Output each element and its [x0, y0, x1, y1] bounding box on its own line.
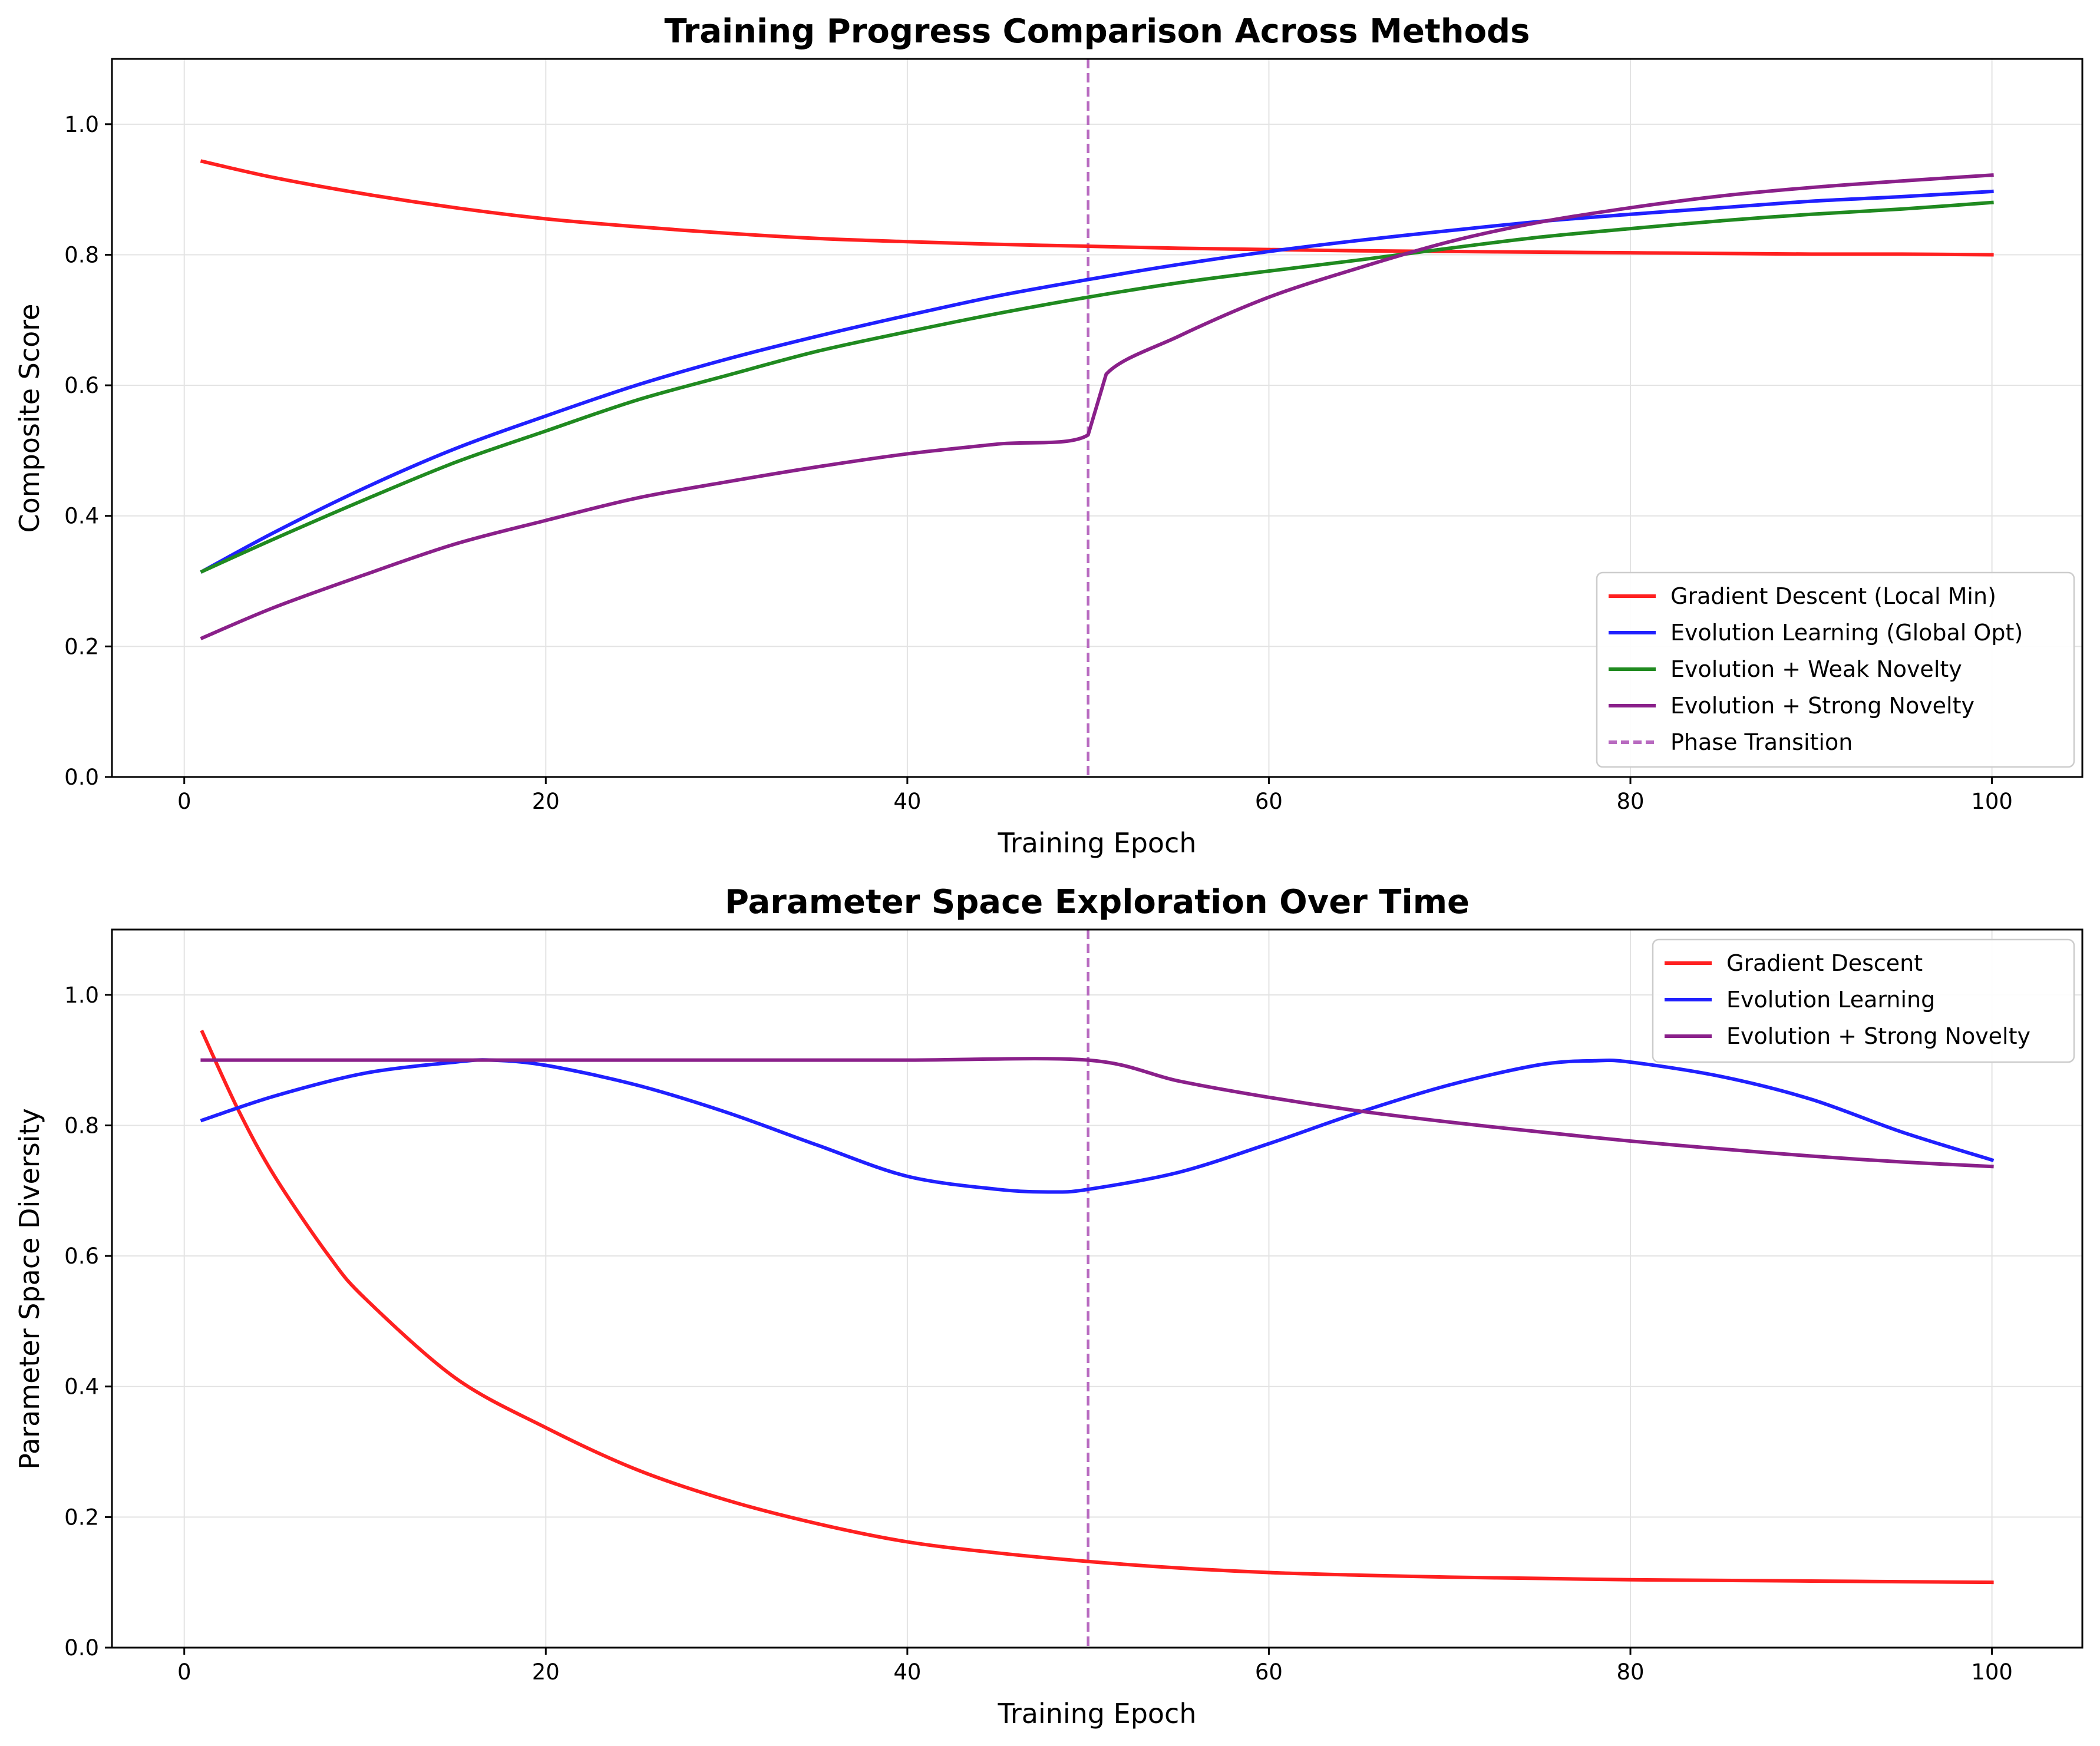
legend-entry-label: Evolution + Strong Novelty — [1670, 693, 1974, 719]
series-line-evolution-weak-novelty — [200, 200, 1994, 574]
plot-frame — [111, 58, 2084, 778]
y-tick-label: 0.8 — [64, 1113, 99, 1138]
legend-entry-label: Evolution Learning (Global Opt) — [1670, 620, 2023, 646]
x-tick-label: 100 — [1971, 789, 2013, 814]
y-ticks: 0.0 0.2 0.4 0.6 0.8 1.0 — [64, 112, 112, 790]
y-tick-label: 1.0 — [64, 983, 99, 1008]
y-tick-label: 0.0 — [64, 765, 99, 790]
x-tick-label: 0 — [177, 789, 191, 814]
y-tick-label: 0.6 — [64, 373, 99, 398]
plot-frame — [111, 928, 2084, 1649]
y-tick-label: 0.4 — [64, 504, 99, 529]
x-ticks: 0 20 40 60 80 100 — [177, 1648, 2013, 1685]
legend-box — [1652, 938, 2075, 1063]
legend: Gradient Descent Evolution Learning Evolut… — [1652, 938, 2075, 1063]
series-line-gradient-descent — [200, 1029, 1994, 1585]
legend-entry-label: Phase Transition — [1670, 729, 1853, 755]
y-tick-label: 0.2 — [64, 1504, 99, 1530]
x-tick-label: 60 — [1255, 1659, 1283, 1685]
series-line-evolution-strong-novelty — [200, 1057, 1994, 1169]
series-line-evolution-learning-global-opt — [200, 189, 1994, 574]
x-axis-label: Training Epoch — [998, 1698, 1197, 1730]
chart-parameter-space: Parameter Space Exploration Over Time 0 2… — [14, 883, 2084, 1730]
y-tick-label: 0.0 — [64, 1635, 99, 1661]
legend-entry-label: Gradient Descent (Local Min) — [1670, 583, 1996, 609]
legend-entry-label: Gradient Descent — [1726, 950, 1923, 976]
legend-box — [1596, 571, 2075, 768]
y-tick-label: 0.2 — [64, 634, 99, 659]
y-tick-label: 0.6 — [64, 1244, 99, 1269]
x-tick-label: 40 — [893, 789, 921, 814]
series-line-evolution-strong-novelty — [200, 173, 1994, 640]
x-tick-label: 60 — [1255, 789, 1283, 814]
y-tick-label: 1.0 — [64, 112, 99, 137]
x-tick-label: 80 — [1616, 1659, 1644, 1685]
legend-entry-label: Evolution + Strong Novelty — [1726, 1023, 2030, 1049]
legend-entry-label: Evolution + Weak Novelty — [1670, 656, 1962, 682]
series-group — [200, 1029, 1995, 1585]
x-tick-label: 100 — [1971, 1659, 2013, 1685]
x-tick-label: 20 — [532, 1659, 560, 1685]
x-axis-label: Training Epoch — [998, 827, 1197, 859]
chart-training-progress: Training Progress Comparison Across Meth… — [14, 12, 2084, 859]
series-line-gradient-descent-local-min — [200, 159, 1994, 257]
x-tick-label: 40 — [893, 1659, 921, 1685]
y-axis-label: Composite Score — [14, 304, 45, 533]
y-ticks: 0.0 0.2 0.4 0.6 0.8 1.0 — [64, 983, 112, 1661]
x-tick-label: 20 — [532, 789, 560, 814]
legend: Gradient Descent (Local Min) Evolution Le… — [1596, 571, 2075, 768]
series-group — [200, 159, 1994, 640]
x-ticks: 0 20 40 60 80 100 — [177, 777, 2013, 814]
chart-title: Training Progress Comparison Across Meth… — [665, 12, 1530, 51]
grid — [112, 930, 2082, 1648]
legend-entry-label: Evolution Learning — [1726, 987, 1935, 1013]
x-tick-label: 0 — [177, 1659, 191, 1685]
chart-title: Parameter Space Exploration Over Time — [725, 883, 1470, 921]
y-axis-label: Parameter Space Diversity — [14, 1108, 45, 1469]
y-tick-label: 0.8 — [64, 242, 99, 267]
x-tick-label: 80 — [1616, 789, 1644, 814]
y-tick-label: 0.4 — [64, 1374, 99, 1400]
